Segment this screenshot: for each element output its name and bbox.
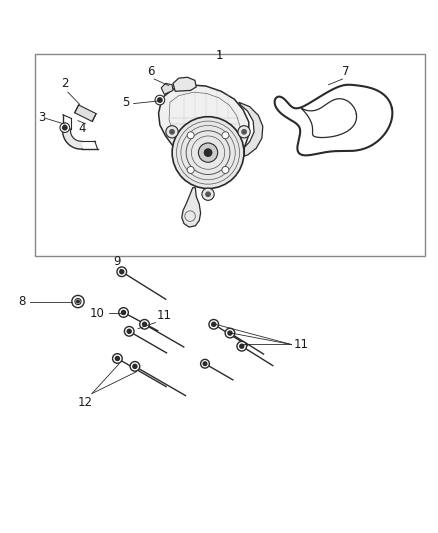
Circle shape bbox=[202, 188, 214, 200]
Text: 4: 4 bbox=[78, 122, 85, 135]
Polygon shape bbox=[75, 105, 96, 122]
Circle shape bbox=[75, 298, 81, 304]
Text: 7: 7 bbox=[342, 65, 350, 78]
Text: 8: 8 bbox=[18, 295, 25, 308]
Text: 12: 12 bbox=[78, 395, 93, 409]
Bar bbox=[35, 54, 425, 255]
Circle shape bbox=[187, 166, 194, 173]
Circle shape bbox=[133, 365, 137, 368]
Text: 3: 3 bbox=[38, 111, 45, 124]
Circle shape bbox=[170, 130, 174, 134]
Polygon shape bbox=[159, 85, 249, 164]
Circle shape bbox=[63, 125, 67, 130]
Circle shape bbox=[140, 319, 149, 329]
Circle shape bbox=[72, 295, 84, 308]
Text: 2: 2 bbox=[61, 77, 69, 91]
Text: 1: 1 bbox=[215, 49, 223, 62]
Circle shape bbox=[203, 362, 207, 366]
Polygon shape bbox=[182, 188, 201, 227]
Circle shape bbox=[206, 192, 210, 197]
Circle shape bbox=[119, 308, 128, 317]
Circle shape bbox=[201, 359, 209, 368]
Polygon shape bbox=[239, 102, 263, 156]
Circle shape bbox=[198, 143, 218, 162]
Circle shape bbox=[172, 117, 244, 189]
Polygon shape bbox=[301, 99, 357, 138]
Circle shape bbox=[113, 354, 122, 364]
Circle shape bbox=[166, 126, 178, 138]
Circle shape bbox=[155, 95, 165, 105]
Circle shape bbox=[204, 148, 212, 157]
Circle shape bbox=[130, 361, 140, 371]
Text: 11: 11 bbox=[157, 309, 172, 322]
Circle shape bbox=[142, 322, 147, 326]
Text: 6: 6 bbox=[147, 65, 155, 78]
Circle shape bbox=[212, 322, 216, 326]
Circle shape bbox=[121, 310, 126, 314]
Circle shape bbox=[187, 132, 194, 139]
Circle shape bbox=[238, 126, 250, 138]
Polygon shape bbox=[161, 84, 173, 94]
Circle shape bbox=[225, 328, 235, 338]
Circle shape bbox=[242, 130, 246, 134]
Circle shape bbox=[240, 344, 244, 348]
Circle shape bbox=[124, 327, 134, 336]
Circle shape bbox=[222, 132, 229, 139]
Circle shape bbox=[120, 270, 124, 274]
Circle shape bbox=[127, 329, 131, 333]
Circle shape bbox=[228, 331, 232, 335]
Text: 9: 9 bbox=[113, 255, 121, 268]
Circle shape bbox=[60, 123, 70, 133]
Circle shape bbox=[209, 319, 219, 329]
Circle shape bbox=[158, 98, 162, 102]
Circle shape bbox=[222, 166, 229, 173]
Polygon shape bbox=[173, 77, 196, 91]
Polygon shape bbox=[63, 128, 82, 149]
Circle shape bbox=[237, 342, 247, 351]
Circle shape bbox=[77, 300, 79, 303]
Circle shape bbox=[117, 267, 127, 277]
Circle shape bbox=[115, 357, 120, 360]
Text: 10: 10 bbox=[89, 307, 104, 320]
Text: 11: 11 bbox=[293, 338, 308, 351]
Text: 5: 5 bbox=[122, 96, 129, 109]
